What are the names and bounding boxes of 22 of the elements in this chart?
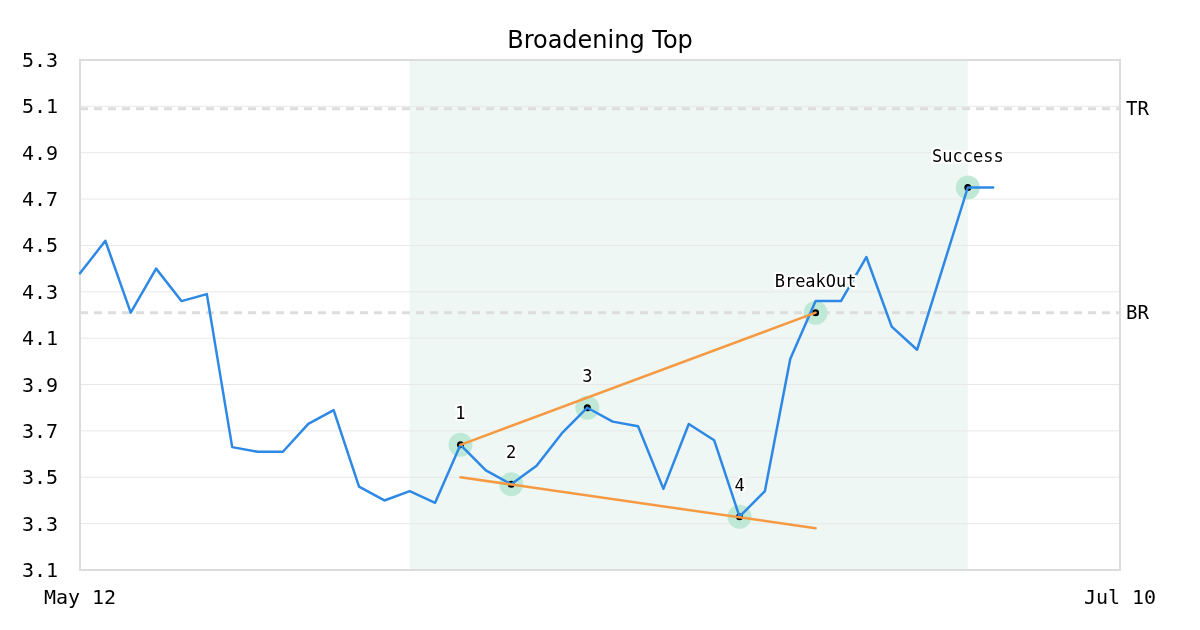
- x-tick-label: May 12: [43, 585, 117, 609]
- series-label: Success: [931, 145, 1004, 166]
- y-tick-label: 3.7: [21, 418, 59, 443]
- y-tick-label: 3.9: [21, 372, 59, 397]
- y-tick-label: 5.1: [21, 94, 59, 119]
- y-tick-label: 3.5: [21, 465, 59, 490]
- y-tick-label: 3.3: [21, 511, 59, 536]
- y-tick-label: 4.9: [21, 140, 59, 165]
- y-tick-label: 4.5: [21, 233, 59, 258]
- chart-title: Broadening Top: [507, 26, 693, 54]
- series-label: 1: [455, 402, 466, 423]
- y-tick-label: 4.3: [21, 279, 59, 304]
- x-tick-label: Jul 10: [1083, 585, 1157, 609]
- y-tick-label: 3.1: [21, 558, 59, 582]
- ref-line-label: TR: [1126, 96, 1150, 119]
- y-tick-label: 4.1: [21, 326, 59, 351]
- series-label: 4: [734, 474, 745, 495]
- series-label: 2: [506, 442, 517, 463]
- y-tick-label: 4.7: [21, 187, 59, 212]
- series-label: 3: [582, 365, 593, 386]
- y-tick-label: 5.3: [21, 48, 59, 72]
- ref-line-label: BR: [1126, 300, 1150, 323]
